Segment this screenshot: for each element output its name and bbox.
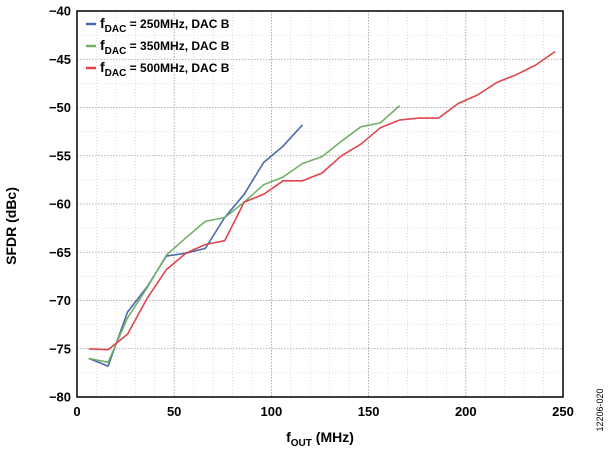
grid bbox=[77, 11, 563, 397]
figure-id: 12206-020 bbox=[595, 388, 605, 431]
legend-label-2: fDAC = 350MHz, DAC B bbox=[100, 37, 230, 57]
plot-frame bbox=[76, 10, 564, 398]
axis-ticks: 0 50 100 150 200 250 −40 −45 −50 −55 −60 −65 −70 −75 −… bbox=[49, 4, 574, 420]
x-tick-label: 100 bbox=[261, 404, 283, 419]
legend-label-3: fDAC = 500MHz, DAC B bbox=[100, 59, 230, 79]
y-tick-label: −50 bbox=[49, 100, 71, 115]
x-axis-title: fOUT (MHz) bbox=[286, 429, 354, 449]
x-tick-label: 200 bbox=[455, 404, 477, 419]
y-tick-label: −40 bbox=[49, 4, 71, 19]
y-tick-label: −45 bbox=[49, 52, 71, 67]
x-tick-label: 50 bbox=[167, 404, 181, 419]
x-tick-label: 250 bbox=[552, 404, 574, 419]
y-tick-label: −75 bbox=[49, 341, 71, 356]
y-tick-label: −60 bbox=[49, 197, 71, 212]
x-axis-title-subscript: OUT bbox=[291, 438, 312, 449]
y-tick-label: −55 bbox=[49, 148, 71, 163]
legend-label-1: fDAC = 250MHz, DAC B bbox=[100, 15, 230, 35]
y-tick-label: −65 bbox=[49, 245, 71, 260]
y-tick-label: −70 bbox=[49, 293, 71, 308]
series-line-1 bbox=[88, 124, 304, 367]
y-tick-label: −80 bbox=[49, 390, 71, 405]
series-line-3 bbox=[88, 50, 556, 351]
x-axis-title-rest: (MHz) bbox=[312, 429, 354, 445]
x-tick-label: 150 bbox=[358, 404, 380, 419]
x-axis-title-main: f bbox=[286, 429, 291, 445]
series-lines bbox=[88, 50, 556, 367]
y-axis-title: SFDR (dBc) bbox=[3, 187, 19, 265]
x-tick-label: 0 bbox=[73, 404, 80, 419]
